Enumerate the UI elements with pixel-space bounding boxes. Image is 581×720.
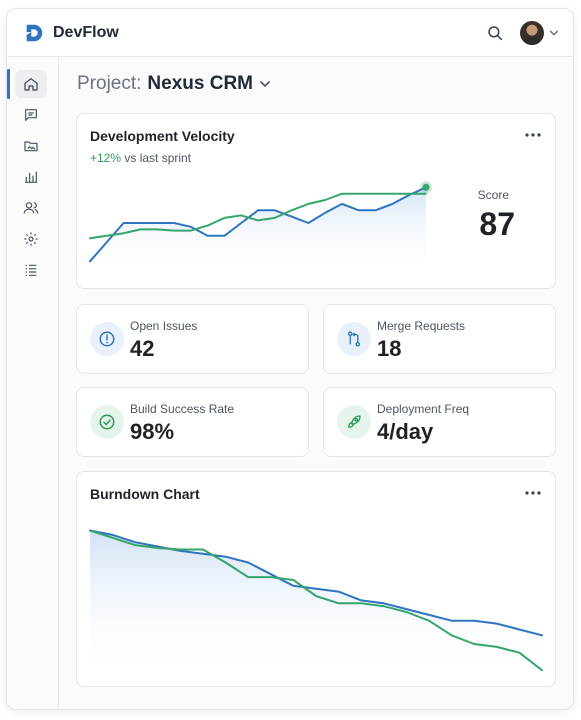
stat-card-deployment-freq[interactable]: Deployment Freq 4/day [323,387,556,457]
home-icon [24,78,38,91]
series-line-1 [89,192,427,240]
sidebar-item-list[interactable] [15,256,47,284]
burndown-line-chart [89,529,543,676]
chevron-down-icon[interactable] [259,78,271,90]
stat-label: Build Success Rate [130,402,235,416]
devflow-logo-icon[interactable] [23,22,45,44]
score-value: 87 [479,206,515,242]
search-icon[interactable] [484,22,506,44]
stat-card-open-issues[interactable]: Open Issues 42 [76,304,309,374]
sidebar-item-settings[interactable] [15,225,47,253]
user-avatar[interactable] [520,20,544,45]
more-options-icon[interactable] [523,128,543,142]
alert-circle-icon [90,322,124,356]
gear-icon [24,232,38,246]
stat-label: Merge Requests [377,319,466,333]
stat-card-merge-requests[interactable]: Merge Requests 18 [323,304,556,374]
list-icon [25,264,37,276]
stat-label: Deployment Freq [377,402,470,416]
velocity-line-chart [89,181,432,274]
message-icon [25,109,37,121]
main-content: Project: Nexus CRM Development Velocity … [59,57,573,709]
app-window: DevFlow [6,8,574,710]
score-label: Score [477,188,509,202]
stat-value: 42 [130,336,155,361]
git-merge-icon [337,322,371,356]
sidebar-item-team[interactable] [15,194,47,222]
folder-image-icon [24,141,38,152]
bar-chart-icon [25,171,37,183]
more-options-icon[interactable] [523,486,543,500]
sidebar-item-analytics[interactable] [15,163,47,191]
stat-value: 18 [377,336,402,361]
stat-card-build-success[interactable]: Build Success Rate 98% [76,387,309,457]
check-circle-icon [90,405,124,439]
project-name: Nexus CRM [147,73,253,94]
end-point-marker[interactable] [422,183,430,191]
stat-label: Open Issues [130,319,198,333]
user-menu[interactable] [520,20,559,45]
project-prefix: Project: [77,73,142,94]
top-header: DevFlow [7,9,573,57]
series-line-0 [89,186,427,263]
chart-area-fill [90,530,542,676]
velocity-delta: +12% [90,151,122,165]
sidebar-item-files[interactable] [15,132,47,160]
burndown-title: Burndown Chart [90,486,200,502]
users-icon [23,202,39,214]
velocity-delta-text: vs last sprint [124,151,192,165]
project-selector[interactable]: Project: Nexus CRM [77,73,271,95]
chart-area-fill [90,187,426,274]
active-nav-indicator [7,69,10,99]
sidebar [7,57,59,709]
rocket-icon [337,405,371,439]
stat-value: 4/day [377,419,434,444]
series-line-1 [89,529,543,672]
burndown-card: Burndown Chart [76,471,556,687]
app-name[interactable]: DevFlow [53,23,119,41]
velocity-title: Development Velocity [90,128,235,144]
stat-value: 98% [130,419,175,444]
velocity-trend: +12% vs last sprint [90,151,191,165]
chevron-down-icon[interactable] [549,28,559,38]
velocity-card: Development Velocity +12% vs last sprint… [76,113,556,289]
sidebar-item-messages[interactable] [15,101,47,129]
sidebar-item-home[interactable] [15,70,47,98]
